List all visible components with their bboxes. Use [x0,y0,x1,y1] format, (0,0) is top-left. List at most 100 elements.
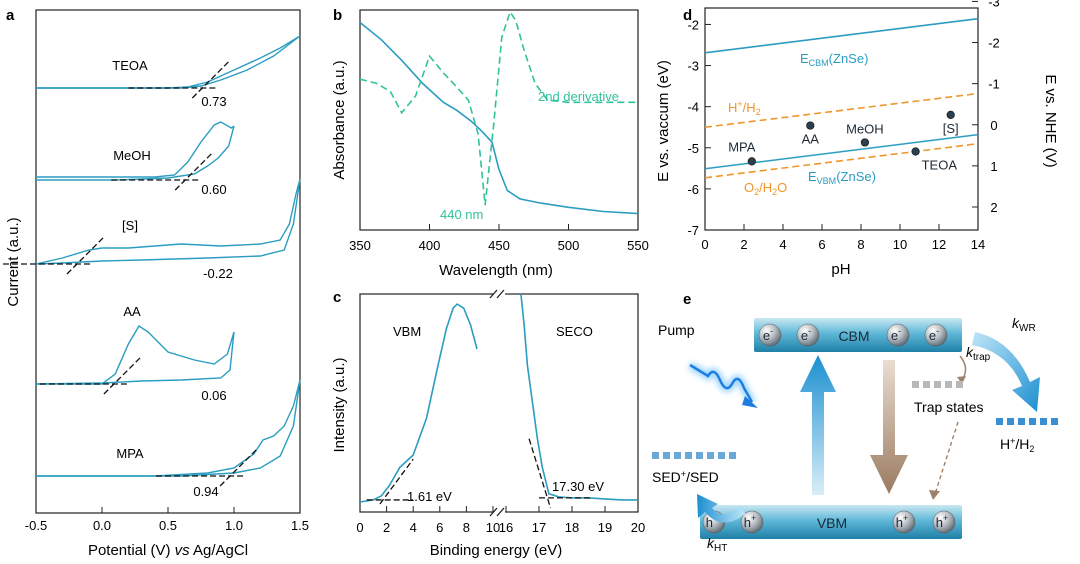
x-tick-label-d: 10 [893,237,907,252]
trap-to-vbm-arrow-head [929,490,940,500]
x-tick-label-c: 19 [598,520,612,535]
vbm-rise-tangent [379,458,414,505]
h2-level-mark [1040,418,1047,425]
sed-point-label: MeOH [846,121,884,136]
sed-point [747,157,756,166]
axis-break-cover-top [494,288,505,300]
panel-a-y-label: Current (a.u.) [5,217,22,306]
y2-tick-label-d: -2 [988,36,1000,51]
x-tick-label-d: 4 [779,237,786,252]
x-tick-label-c: 2 [383,520,390,535]
x-tick-label-c: 0 [356,520,363,535]
h2-level-mark [1029,418,1036,425]
sed-level [652,452,736,459]
sed-point [911,147,920,156]
panel-c-y-label: Intensity (a.u.) [331,357,348,452]
x-tick-label-c: 10 [486,520,500,535]
recombination-arrow [870,360,908,494]
cv-onset-label: 0.73 [201,94,226,109]
trap-state-levels [912,381,963,388]
sed-point [946,110,955,119]
label-ecbm: ECBM(ZnSe) [800,51,868,68]
h2-level-mark [1018,418,1025,425]
y-tick-label-d: -2 [687,17,699,32]
cbm-band: e-e-e-e- CBM [754,318,962,352]
trap-state [934,381,941,388]
sed-level-mark [663,452,670,459]
x-tick-label-c: 18 [565,520,579,535]
panel-d-x-label: pH [831,261,850,278]
cv-series-label: TEOA [112,58,148,73]
cv-curve-reverse [35,331,235,385]
axis-break-mark [489,289,498,299]
panel-a: a TEOA0.73MeOH0.60[S]-0.22AA0.06MPA0.94 … [2,7,309,559]
x-tick-label-a: 1.0 [225,518,243,533]
axis-break-mark [496,507,505,517]
cv-curve-reverse [36,35,301,89]
pump-beam [687,361,758,408]
x-tick-label-a: 1.5 [291,518,309,533]
cv-curve-forward [36,325,235,385]
energy-line-hh2 [704,92,979,129]
x-tick-label-d: 0 [701,237,708,252]
cv-curve-forward [36,35,301,89]
y-tick-label-d: -7 [687,223,699,238]
vbm-label: VBM [817,515,847,531]
x-tick-label-c: 17 [532,520,546,535]
electron [924,323,948,347]
label-evbm: EVBM(ZnSe) [808,169,876,186]
second-derivative-line [359,10,638,206]
y-tick-label-d: -5 [687,141,699,156]
panel-a-x-label: Potential (V) vs Ag/AgCl [88,542,248,559]
panel-b-y-label: Absorbance (a.u.) [331,60,348,179]
x-tick-label-c: 16 [499,520,513,535]
carrier-symbol: e- [763,326,773,343]
absorbance-line [359,21,639,215]
x-tick-label-d: 14 [971,237,985,252]
cv-onset-label: 0.60 [201,182,226,197]
value-label-seco: 17.30 eV [552,479,604,494]
sed-level-mark [652,452,659,459]
y-tick-label-d: -3 [687,59,699,74]
vbm-holes: h+h+h+h+ [702,510,956,534]
panel-label-a: a [6,7,15,24]
sed-point-label: AA [802,132,820,147]
x-tick-label-b: 500 [558,238,580,253]
y-tick-label-d: -6 [687,182,699,197]
annotation-440nm: 440 nm [440,207,483,222]
panel-label-b: b [333,7,342,24]
panel-e: e e-e-e-e- CBM h+h+h+h+ VBM Pump kWR [652,291,1058,554]
x-tick-label-c: 4 [410,520,417,535]
axis-break-cover-bottom [494,506,505,518]
panel-d-y2-label: E vs. NHE (V) [1042,74,1059,167]
sed-level-mark [674,452,681,459]
cv-curve-forward [35,178,301,265]
energy-line-o2h2o [704,142,979,179]
hole [932,510,956,534]
sed-level-mark [729,452,736,459]
x-tick-label-c: 20 [631,520,645,535]
panel-d: d 0 2 4 6 8 10 12 14-7-6-5-4-3-2-3-2-1012MPAAAM… [655,0,1059,278]
sed-level-mark [696,452,703,459]
trap-state [912,381,919,388]
hole [740,510,764,534]
cv-curve-reverse [36,379,301,477]
panel-b-plot: 350 400 450 500 550 [349,10,649,253]
panel-c-x-label: Binding energy (eV) [430,542,563,559]
x-tick-label-b: 400 [419,238,441,253]
sed-point-label: [S] [943,121,959,136]
electron [886,323,910,347]
h2-level-mark [1051,418,1058,425]
x-tick-label-c: 6 [436,520,443,535]
segment-label-seco: SECO [556,324,593,339]
panel-label-e: e [683,291,691,308]
trap-state [945,381,952,388]
value-label-vbm: 1.61 eV [407,489,452,504]
y-tick-label-d: -4 [687,100,699,115]
cbm-label: CBM [838,328,869,344]
vbm-band: h+h+h+h+ VBM [700,505,962,539]
x-tick-label-c: 8 [463,520,470,535]
cv-curve-forward [36,379,301,477]
